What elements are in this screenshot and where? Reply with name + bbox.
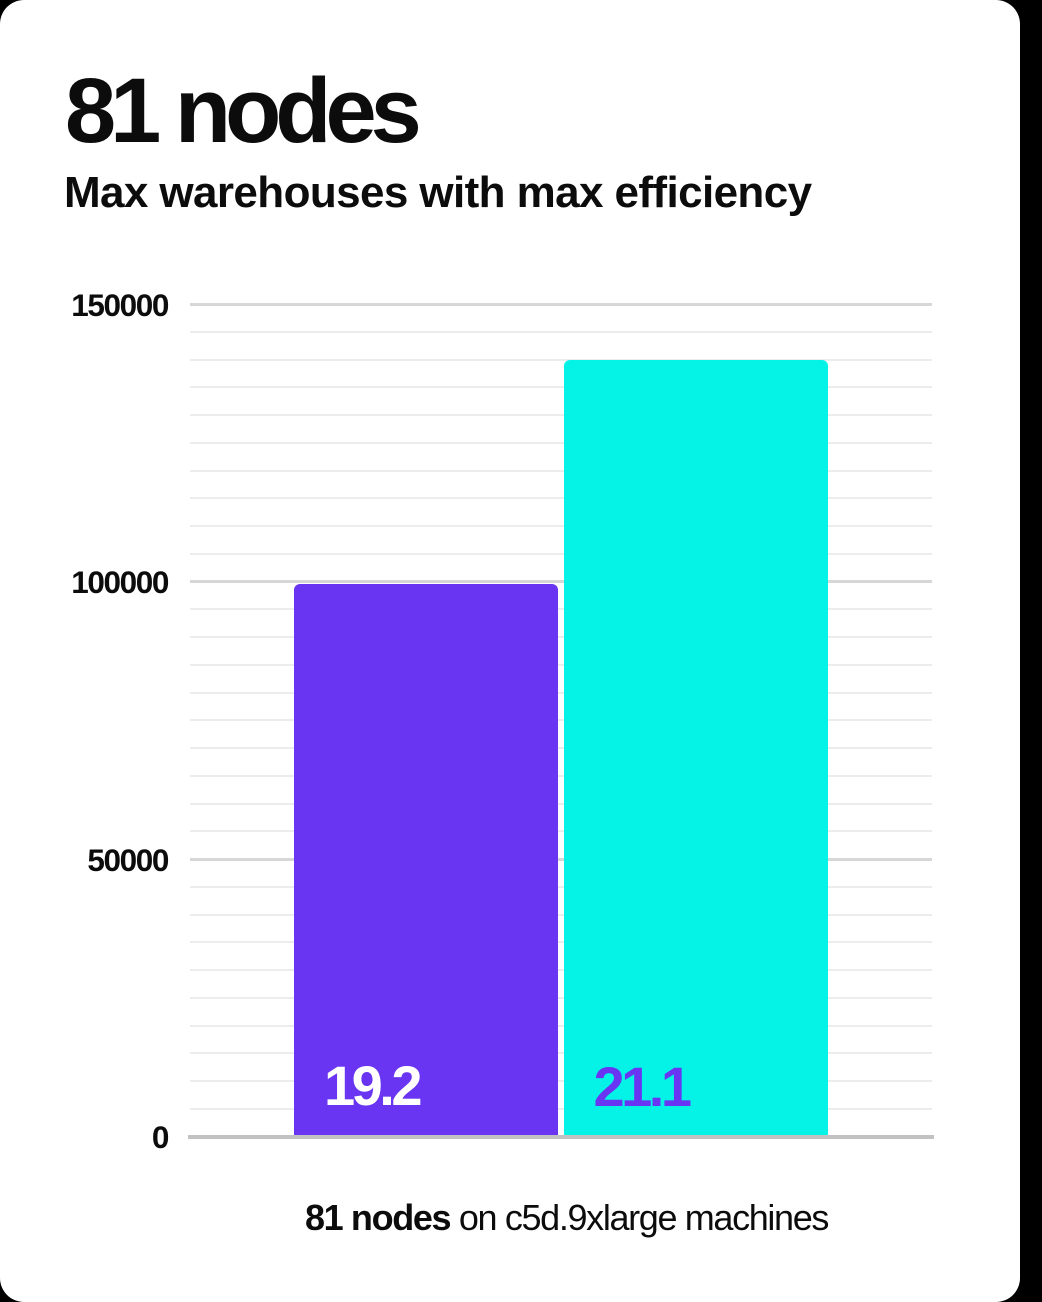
bar-19.2: 19.2 (294, 584, 558, 1137)
minor-gridline (190, 969, 932, 971)
minor-gridline (190, 497, 932, 500)
minor-gridline (190, 1107, 932, 1110)
minor-gridline (190, 774, 932, 777)
caption-text: on c5d.9xlarge machines (450, 1197, 830, 1238)
major-gridline (190, 857, 932, 861)
minor-gridline (190, 691, 932, 694)
minor-gridline (190, 802, 932, 805)
minor-gridline (190, 358, 932, 361)
chart-title: 81 nodes (65, 60, 422, 162)
minor-gridline (190, 830, 932, 833)
bar-chart-plot: 0 50000 100000 150000 19.2 21.1 (71, 286, 934, 1155)
y-tick-label: 150000 (71, 286, 169, 323)
chart-subtitle: Max warehouses with max efficiency (64, 168, 812, 217)
caption-highlight: 81 nodes (304, 1197, 452, 1238)
minor-gridline (190, 747, 932, 749)
minor-gridline (190, 469, 932, 472)
major-gridline (190, 580, 932, 583)
bar-21.1: 21.1 (563, 359, 828, 1137)
minor-gridline (190, 636, 932, 638)
minor-gridline (190, 663, 932, 666)
minor-gridline (190, 1080, 932, 1082)
chart-card: 81 nodes Max warehouses with max efficie… (0, 0, 1020, 1302)
major-gridline (190, 302, 932, 306)
minor-gridline (190, 1052, 932, 1055)
minor-gridline (190, 941, 932, 944)
minor-gridline (190, 552, 932, 555)
minor-gridline (190, 1024, 932, 1027)
minor-gridline (190, 525, 932, 527)
minor-gridline (190, 719, 932, 722)
y-tick-label: 100000 (71, 564, 169, 600)
y-tick-label: 0 (151, 1119, 170, 1155)
minor-gridline (190, 386, 932, 389)
minor-gridline (190, 608, 932, 611)
bar-value-label: 19.2 (324, 1054, 423, 1118)
minor-gridline (190, 996, 932, 999)
minor-gridline (190, 913, 932, 916)
y-tick-label: 50000 (87, 841, 169, 878)
minor-gridline (190, 885, 932, 888)
minor-gridline (190, 330, 932, 333)
x-axis-caption: 81 nodes on c5d.9xlarge machines (0, 1200, 1042, 1236)
minor-gridline (190, 441, 932, 444)
bar-value-label: 21.1 (593, 1054, 693, 1118)
x-axis-line (188, 1134, 934, 1139)
minor-gridline (190, 414, 932, 416)
